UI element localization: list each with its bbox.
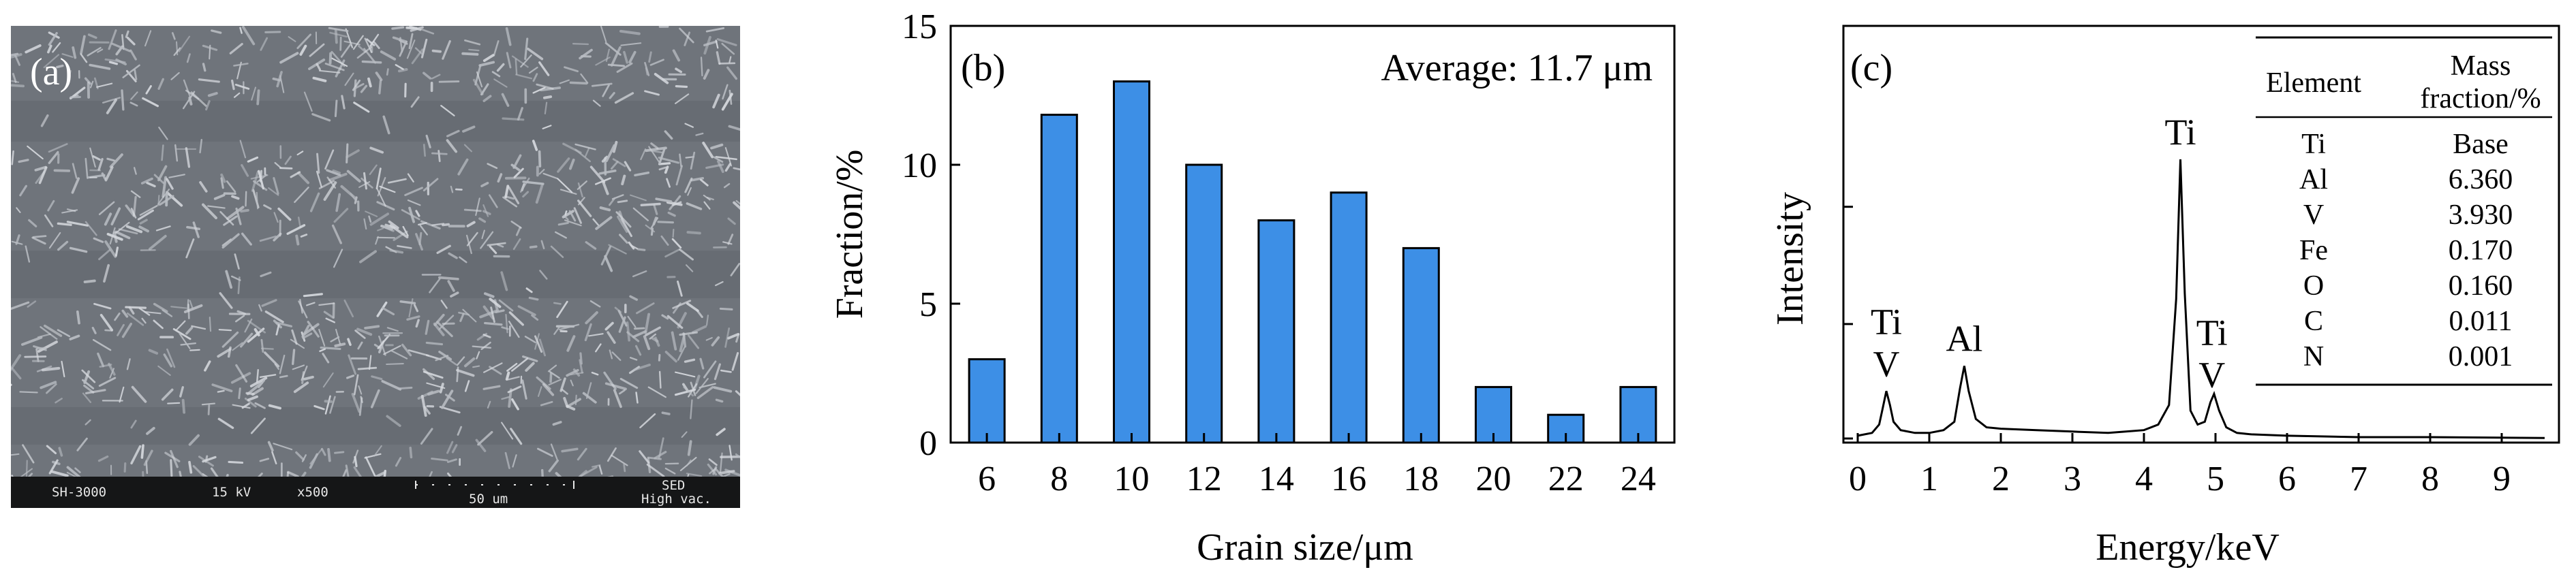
table-header-element: Element [2266, 67, 2361, 99]
sem-texture [11, 26, 740, 490]
peak-label-v: V [1873, 343, 1900, 384]
sem-vacuum: High vac. [641, 492, 711, 507]
spectrum-line [1857, 159, 2545, 439]
bar-14 [1257, 219, 1295, 444]
x-tick-label: 24 [1621, 460, 1656, 498]
x-tick-label: 0 [1849, 460, 1867, 498]
x-tick-label: 12 [1186, 460, 1222, 498]
x-tick-label: 8 [2421, 460, 2439, 498]
axes: 0 1 2 3 4 5 6 7 8 9 [1842, 25, 2560, 498]
x-tick-label: 18 [1403, 460, 1439, 498]
panel-a-label: (a) [30, 51, 73, 93]
x-tick-label: 22 [1548, 460, 1584, 498]
table-cell-mass: 6.360 [2449, 164, 2513, 195]
x-tick-label: 6 [978, 460, 996, 498]
sem-instrument: SH-3000 [52, 485, 107, 500]
peak-label-ti: Ti [1871, 301, 1902, 342]
x-tick-label: 16 [1331, 460, 1366, 498]
peak-label-ti: Ti [2196, 313, 2228, 353]
x-tick-label: 8 [1050, 460, 1068, 498]
sem-scale-label: 50 um [469, 492, 508, 507]
x-tick-label: 3 [2064, 460, 2081, 498]
peak-label-ti: Ti [2165, 112, 2196, 153]
peak-label-v: V [2198, 355, 2225, 396]
table-header-mass-line2: fraction/% [2420, 83, 2541, 114]
sem-info-bar: SH-3000 15 kV x500 50 um SED High vac. [11, 477, 740, 508]
x-tick-label: 2 [1992, 460, 2010, 498]
table-cell-element: Ti [2301, 129, 2326, 160]
bar-8 [1040, 114, 1078, 444]
y-tick-label: 15 [902, 7, 937, 46]
bar-18 [1402, 246, 1440, 444]
bar-16 [1330, 191, 1368, 444]
bar-10 [1113, 80, 1150, 444]
y-tick-label: 10 [902, 146, 937, 185]
panel-b-histogram: 0 5 10 15 6 8 10 12 14 16 18 20 22 24 (b) Average: 11… [814, 0, 1683, 574]
x-tick-label: 20 [1476, 460, 1512, 498]
x-axis-label: Grain size/μm [1197, 526, 1413, 569]
x-tick-label: 7 [2350, 460, 2367, 498]
table-cell-mass: Base [2453, 129, 2509, 160]
table-cell-element: C [2304, 306, 2323, 337]
x-tick-label: 9 [2493, 460, 2511, 498]
sem-scale-bar [415, 481, 574, 489]
axes: 0 5 10 15 6 8 10 12 14 16 18 20 22 24 [902, 7, 1676, 498]
table-cell-element: Al [2299, 164, 2328, 195]
x-tick-label: 1 [1920, 460, 1938, 498]
x-tick-label: 10 [1114, 460, 1150, 498]
sem-image: (a) SH-3000 15 kV x500 50 um SED High va… [11, 26, 740, 508]
table-cell-mass: 3.930 [2449, 200, 2513, 231]
sem-detector: SED [662, 478, 686, 493]
bar-12 [1185, 163, 1223, 444]
sem-magnification: x500 [297, 485, 328, 500]
table-cell-mass: 0.170 [2449, 235, 2513, 266]
table-cell-element: N [2303, 341, 2324, 372]
table-cell-mass: 0.160 [2449, 270, 2513, 302]
y-tick-label: 5 [919, 285, 937, 324]
table-header-mass-line1: Mass [2451, 50, 2511, 82]
panel-a-micrograph: (a) SH-3000 15 kV x500 50 um SED High va… [0, 0, 743, 574]
bar-6 [968, 358, 1006, 444]
alpha-laths [11, 26, 740, 490]
table-cell-mass: 0.001 [2449, 341, 2513, 372]
table-cell-mass: 0.011 [2449, 306, 2513, 337]
average-annotation: Average: 11.7 μm [1381, 47, 1653, 89]
table-cell-element: V [2303, 200, 2324, 231]
grain-size-chart: 0 5 10 15 6 8 10 12 14 16 18 20 22 24 (b) Average: 11… [829, 7, 1676, 569]
y-axis-label: Fraction/% [829, 150, 871, 319]
x-tick-label: 5 [2207, 460, 2224, 498]
x-tick-label: 6 [2278, 460, 2296, 498]
table-cell-element: Fe [2299, 235, 2328, 266]
panel-c-label: (c) [1850, 47, 1892, 89]
plot-frame [949, 25, 1676, 444]
sem-voltage: 15 kV [212, 485, 251, 500]
table-cell-element: O [2303, 270, 2324, 302]
bar-group [968, 80, 1657, 444]
x-tick-label: 4 [2135, 460, 2153, 498]
peak-label-al: Al [1946, 318, 1982, 359]
plot-frame [1842, 25, 2560, 444]
panel-b-label: (b) [961, 47, 1005, 89]
y-axis-label: Intensity [1769, 192, 1811, 325]
y-tick-label: 0 [919, 424, 937, 463]
x-tick-label: 14 [1259, 460, 1294, 498]
x-axis-label: Energy/keV [2096, 526, 2280, 569]
